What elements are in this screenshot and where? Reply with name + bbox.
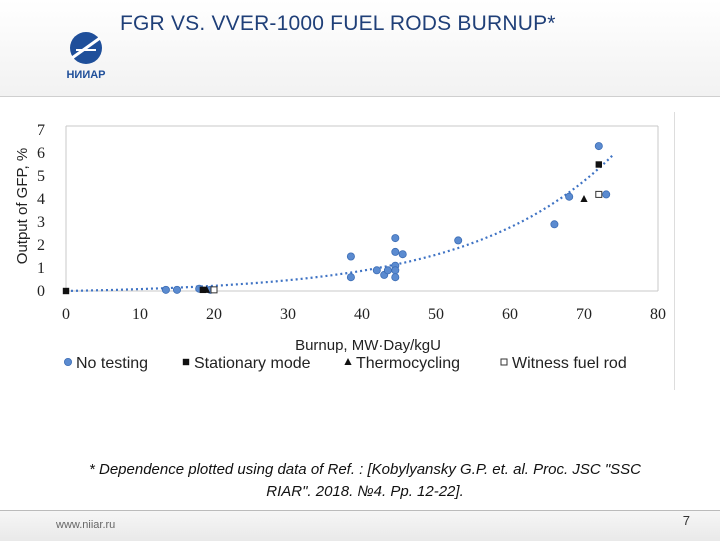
legend-marker-open-square: [500, 358, 508, 366]
legend-marker-square: [182, 358, 190, 366]
y-axis-label: Output of GFP, %: [14, 148, 31, 264]
x-tick-label: 0: [62, 306, 70, 323]
footnote-line-2: RIAR". 2018. №4. Pp. 12-22].: [266, 483, 464, 500]
data-point-circle: [391, 266, 400, 275]
x-tick-label: 20: [206, 306, 222, 323]
x-tick-label: 50: [428, 306, 444, 323]
y-tick-label: 3: [37, 214, 45, 231]
data-point-circle: [172, 285, 181, 294]
x-tick-label: 10: [132, 306, 148, 323]
data-point-open-square: [210, 286, 218, 294]
data-point-triangle: [203, 285, 211, 293]
y-tick-label: 0: [37, 283, 45, 300]
footnote-line-1: * Dependence plotted using data of Ref. …: [88, 461, 641, 478]
x-axis-label: Burnup, MW·Day/kgU: [295, 337, 441, 354]
data-point-circle: [594, 142, 603, 151]
footnote: * Dependence plotted using data of Ref. …: [20, 459, 710, 503]
data-point-circle: [346, 252, 355, 261]
legend-label: No testing: [76, 355, 148, 372]
y-tick-label: 2: [37, 237, 45, 254]
data-point-circle: [161, 285, 170, 294]
legend-marker-triangle: [344, 358, 352, 365]
trendline: [65, 153, 615, 293]
data-point-circle: [383, 266, 392, 275]
y-tick-label: 6: [37, 145, 45, 162]
slide-title: FGR VS. VVER-1000 FUEL RODS BURNUP*: [120, 12, 556, 35]
legend-marker-circle: [64, 357, 73, 366]
data-point-circle: [454, 236, 463, 245]
plot-area: [38, 126, 660, 290]
data-point-circle: [602, 190, 611, 199]
x-tick-label: 60: [502, 306, 518, 323]
data-point-circle: [391, 247, 400, 256]
x-tick-label: 70: [576, 306, 592, 323]
data-point-open-square: [595, 190, 603, 198]
legend-label: Stationary mode: [194, 355, 311, 372]
website-link[interactable]: www.niiar.ru: [56, 519, 116, 531]
y-tick-label: 1: [37, 260, 45, 277]
data-point-circle: [391, 234, 400, 243]
x-tick-label: 40: [354, 306, 370, 323]
data-point-circle: [391, 273, 400, 282]
data-point-square: [62, 287, 70, 295]
data-point-square: [199, 286, 207, 294]
data-point-circle: [550, 220, 559, 229]
data-point-circle: [346, 273, 355, 282]
page-number: 7: [682, 513, 690, 528]
slide-footer: www.niiar.ru 7: [0, 510, 720, 541]
y-tick-label: 7: [37, 122, 45, 139]
data-point-circle: [398, 250, 407, 259]
data-point-triangle: [580, 195, 588, 202]
legend-label: Thermocycling: [356, 355, 460, 372]
logo-text: НИИАР: [66, 69, 105, 81]
legend: No testing Stationary mode Thermocycling Wi…: [64, 355, 627, 372]
legend-label: Witness fuel rod: [512, 355, 627, 372]
data-point-circle: [372, 266, 381, 275]
niiar-logo: НИИАР: [66, 32, 106, 81]
y-tick-label: 4: [37, 191, 45, 208]
data-point-circle: [565, 192, 574, 201]
slide-header: НИИАР FGR VS. VVER-1000 FUEL RODS BURNUP…: [0, 0, 720, 97]
x-tick-label: 80: [650, 306, 666, 323]
x-tick-label: 30: [280, 306, 296, 323]
data-point-square: [595, 161, 602, 168]
chart-container: 0 1 2 3 4 5 6 7 0 10 20 30 40 50 60 70 80 Output of GFP,…: [10, 112, 675, 390]
y-tick-label: 5: [37, 168, 45, 185]
